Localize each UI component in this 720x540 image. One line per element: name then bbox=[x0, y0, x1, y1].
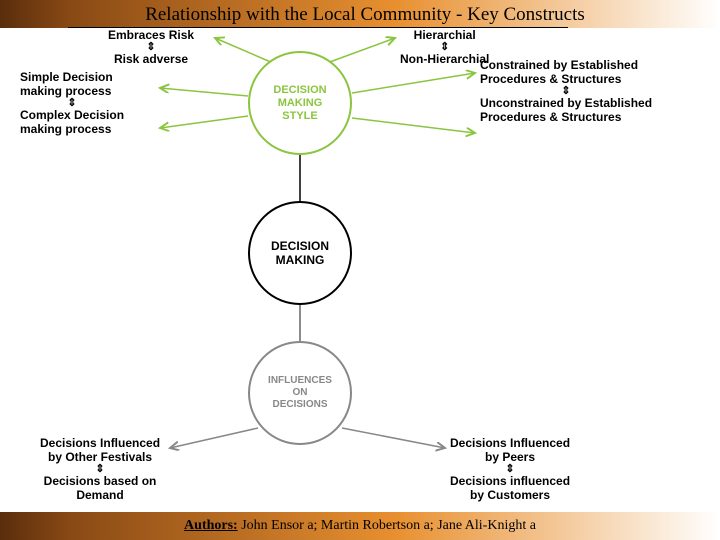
circle-infl-l1: INFLUENCES bbox=[268, 375, 332, 387]
label-embraces-risk: Embraces Risk ⇕ Risk adverse bbox=[108, 28, 194, 66]
node-decision-making: DECISION MAKING bbox=[248, 201, 352, 305]
label-hierarchial: Hierarchial ⇕ Non-Hierarchial bbox=[400, 28, 489, 66]
label-influenced-other-festivals: Decisions Influenced by Other Festivals … bbox=[40, 436, 160, 502]
node-decision-making-style: DECISION MAKING STYLE bbox=[248, 51, 352, 155]
label-simple-complex: Simple Decision making process ⇕ Complex… bbox=[20, 70, 124, 136]
label-influenced-peers: Decisions Influenced by Peers ⇕ Decision… bbox=[450, 436, 570, 502]
label-constrained: Constrained by Established Procedures & … bbox=[480, 58, 652, 124]
circle-style-l1: DECISION bbox=[273, 84, 326, 97]
diagram-canvas: DECISION MAKING STYLE DECISION MAKING IN… bbox=[0, 28, 720, 512]
circle-infl-l3: DECISIONS bbox=[268, 399, 332, 411]
authors-label: Authors: bbox=[184, 518, 238, 533]
circle-making-l1: DECISION bbox=[271, 239, 329, 253]
circle-style-l3: STYLE bbox=[273, 110, 326, 123]
circle-infl-l2: ON bbox=[268, 387, 332, 399]
authors-text: John Ensor a; Martin Robertson a; Jane A… bbox=[238, 518, 536, 533]
page-title: Relationship with the Local Community - … bbox=[0, 4, 720, 26]
circle-style-l2: MAKING bbox=[273, 97, 326, 110]
node-influences-on-decisions: INFLUENCES ON DECISIONS bbox=[248, 341, 352, 445]
authors-line: Authors: John Ensor a; Martin Robertson … bbox=[0, 518, 720, 534]
circle-making-l2: MAKING bbox=[271, 253, 329, 267]
